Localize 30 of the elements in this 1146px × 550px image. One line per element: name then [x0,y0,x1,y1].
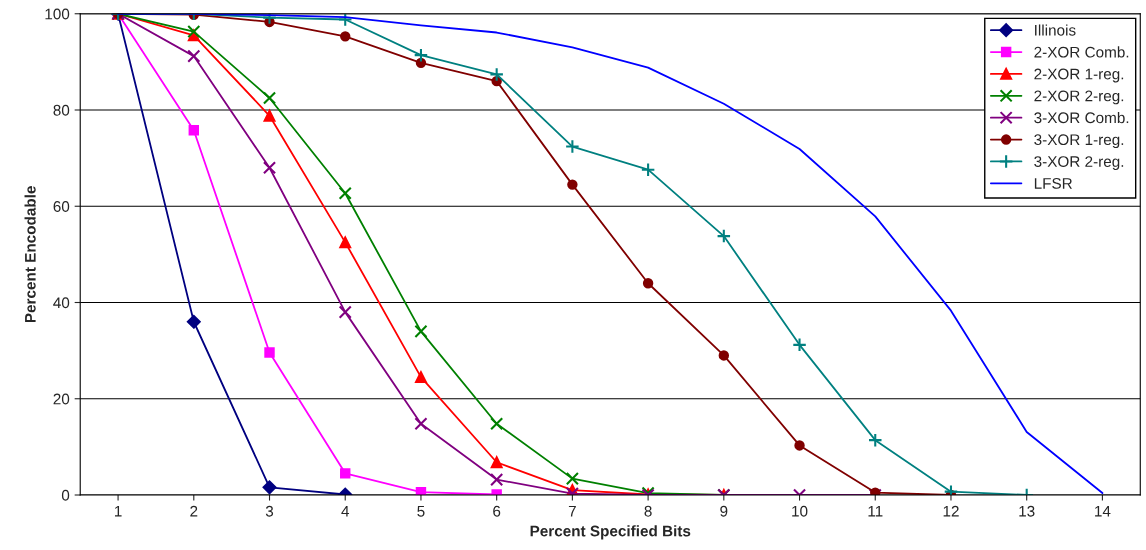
x-tick-label: 13 [1019,505,1035,517]
legend-label: LFSR [1034,178,1072,189]
x-tick-label: 5 [417,505,425,517]
y-tick-label: 60 [53,201,70,212]
x-tick-label: 14 [1095,505,1111,517]
x-tick-label: 7 [568,505,576,517]
legend-label: 3-XOR Comb. [1034,111,1129,124]
x-axis-title: Percent Specified Bits [530,525,691,540]
x-tick-label: 12 [943,505,959,517]
legend-label: 3-XOR 2-reg. [1034,156,1124,170]
x-tick-label: 10 [792,505,808,517]
legend-label: 2-XOR 1-reg. [1034,68,1124,83]
y-axis-title: Percent Encodable [24,186,36,323]
y-tick-label: 80 [53,104,70,116]
x-tick-label: 11 [868,505,883,517]
x-tick-label: 6 [493,505,501,517]
y-tick-label: 40 [53,297,70,309]
x-tick-label: 2 [190,505,198,517]
y-tick-label: 0 [61,489,70,501]
x-tick-label: 3 [265,505,274,517]
x-tick-label: 9 [720,505,728,517]
x-tick-label: 4 [341,505,350,517]
x-tick-label: 1 [115,505,122,517]
y-tick-label: 100 [45,8,70,20]
x-tick-label: 8 [644,505,652,517]
legend-label: Illinois [1035,24,1076,36]
y-tick-label: 20 [53,393,70,405]
legend-label: 2-XOR 2-reg. [1034,90,1124,105]
legend-label: 3-XOR 1-reg. [1034,134,1124,149]
legend-label: 2-XOR Comb. [1034,46,1129,58]
